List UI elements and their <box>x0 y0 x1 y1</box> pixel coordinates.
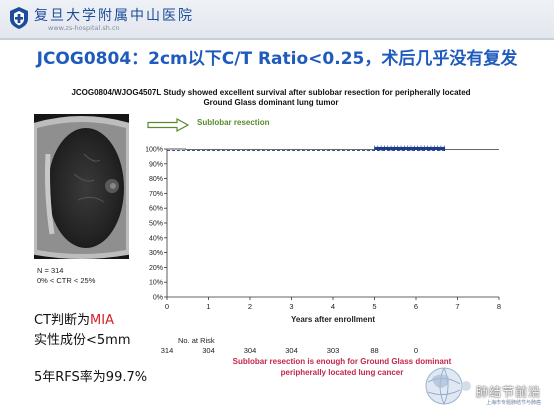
y-tick-label: 80% <box>149 176 163 183</box>
sublobar-resection-label: Sublobar resection <box>197 118 270 127</box>
x-tick-label: 4 <box>331 302 335 311</box>
study-subtitle-line2: Ground Glass dominant lung tumor <box>203 98 339 107</box>
x-tick-label: 7 <box>455 302 459 311</box>
y-tick-label: 100% <box>146 147 163 154</box>
at-risk-value: 314 <box>160 346 174 355</box>
slide-title: JCOG0804：2cm以下C/T Ratio<0.25，术后几乎没有复发 <box>36 49 518 69</box>
y-tick-label: 70% <box>149 191 163 198</box>
at-risk-value: 303 <box>326 346 340 355</box>
bullet-solid-component: 实性成份<5mm <box>34 333 131 348</box>
x-tick-label: 3 <box>289 302 293 311</box>
bullet-ct-prefix: CT判断为 <box>34 313 91 328</box>
x-axis-label: Years after enrollment <box>291 315 375 324</box>
x-tick-label: 1 <box>206 302 210 311</box>
hospital-name: 复旦大学附属中山医院 <box>34 8 194 24</box>
bullet-mia-highlight: MIA <box>90 313 114 328</box>
watermark-subtext: 上海市专题肺结节与肺癌 <box>486 400 542 406</box>
x-tick-label: 6 <box>414 302 418 311</box>
y-tick-label: 10% <box>149 280 163 287</box>
header-bar: 复旦大学附属中山医院 www.zs-hospital.sh.cn <box>0 0 554 38</box>
conclusion-note: Sublobar resection is enough for Ground … <box>232 356 452 378</box>
at-risk-value: 304 <box>202 346 215 355</box>
header-divider <box>0 38 554 40</box>
arrow-right-icon <box>147 118 189 132</box>
x-tick-label: 8 <box>497 302 501 311</box>
study-subtitle: JCOG0804/WJOG4507L Study showed excellen… <box>56 88 486 108</box>
censor-marks-band <box>374 146 446 150</box>
hospital-url: www.zs-hospital.sh.cn <box>48 24 120 32</box>
y-tick-label: 50% <box>149 221 163 228</box>
sample-size-text: N = 314 <box>37 266 64 275</box>
conclusion-note-line1: Sublobar resection is enough for Ground … <box>232 357 452 366</box>
y-tick-label: 0% <box>153 295 163 302</box>
rfs-survival-chart: 0% 10% 20% 30% 40% 50% 60% 70% 80% 90% 100% 0 1 2 3 4 5 6… <box>146 145 501 324</box>
bullet-ct-mia: CT判断为MIA <box>34 309 114 328</box>
watermark-globe-icon <box>425 367 471 405</box>
y-tick-label: 60% <box>149 206 163 213</box>
conclusion-note-line2: peripherally located lung cancer <box>280 368 404 377</box>
y-tick-label: 40% <box>149 235 163 242</box>
ct-scan-image <box>34 114 129 259</box>
at-risk-label: No. at Risk <box>178 336 215 345</box>
at-risk-value: 304 <box>243 346 257 355</box>
bullet-rfs-rate: 5年RFS率为99.7% <box>34 370 148 385</box>
y-tick-label: 20% <box>149 265 163 272</box>
x-tick-label: 5 <box>372 302 376 311</box>
at-risk-value: 304 <box>285 346 298 355</box>
ctr-range-text: 0% < CTR < 25% <box>37 276 96 285</box>
hospital-logo-icon <box>10 7 28 29</box>
x-tick-label: 2 <box>248 302 252 311</box>
study-subtitle-line1: JCOG0804/WJOG4507L Study showed excellen… <box>71 88 471 97</box>
x-tick-label: 0 <box>165 302 169 311</box>
y-tick-label: 30% <box>149 250 163 257</box>
y-tick-label: 90% <box>149 161 163 168</box>
watermark-text: 肺结节前沿 <box>476 385 542 399</box>
at-risk-value: 88 <box>370 346 379 355</box>
at-risk-value: 0 <box>413 346 419 355</box>
